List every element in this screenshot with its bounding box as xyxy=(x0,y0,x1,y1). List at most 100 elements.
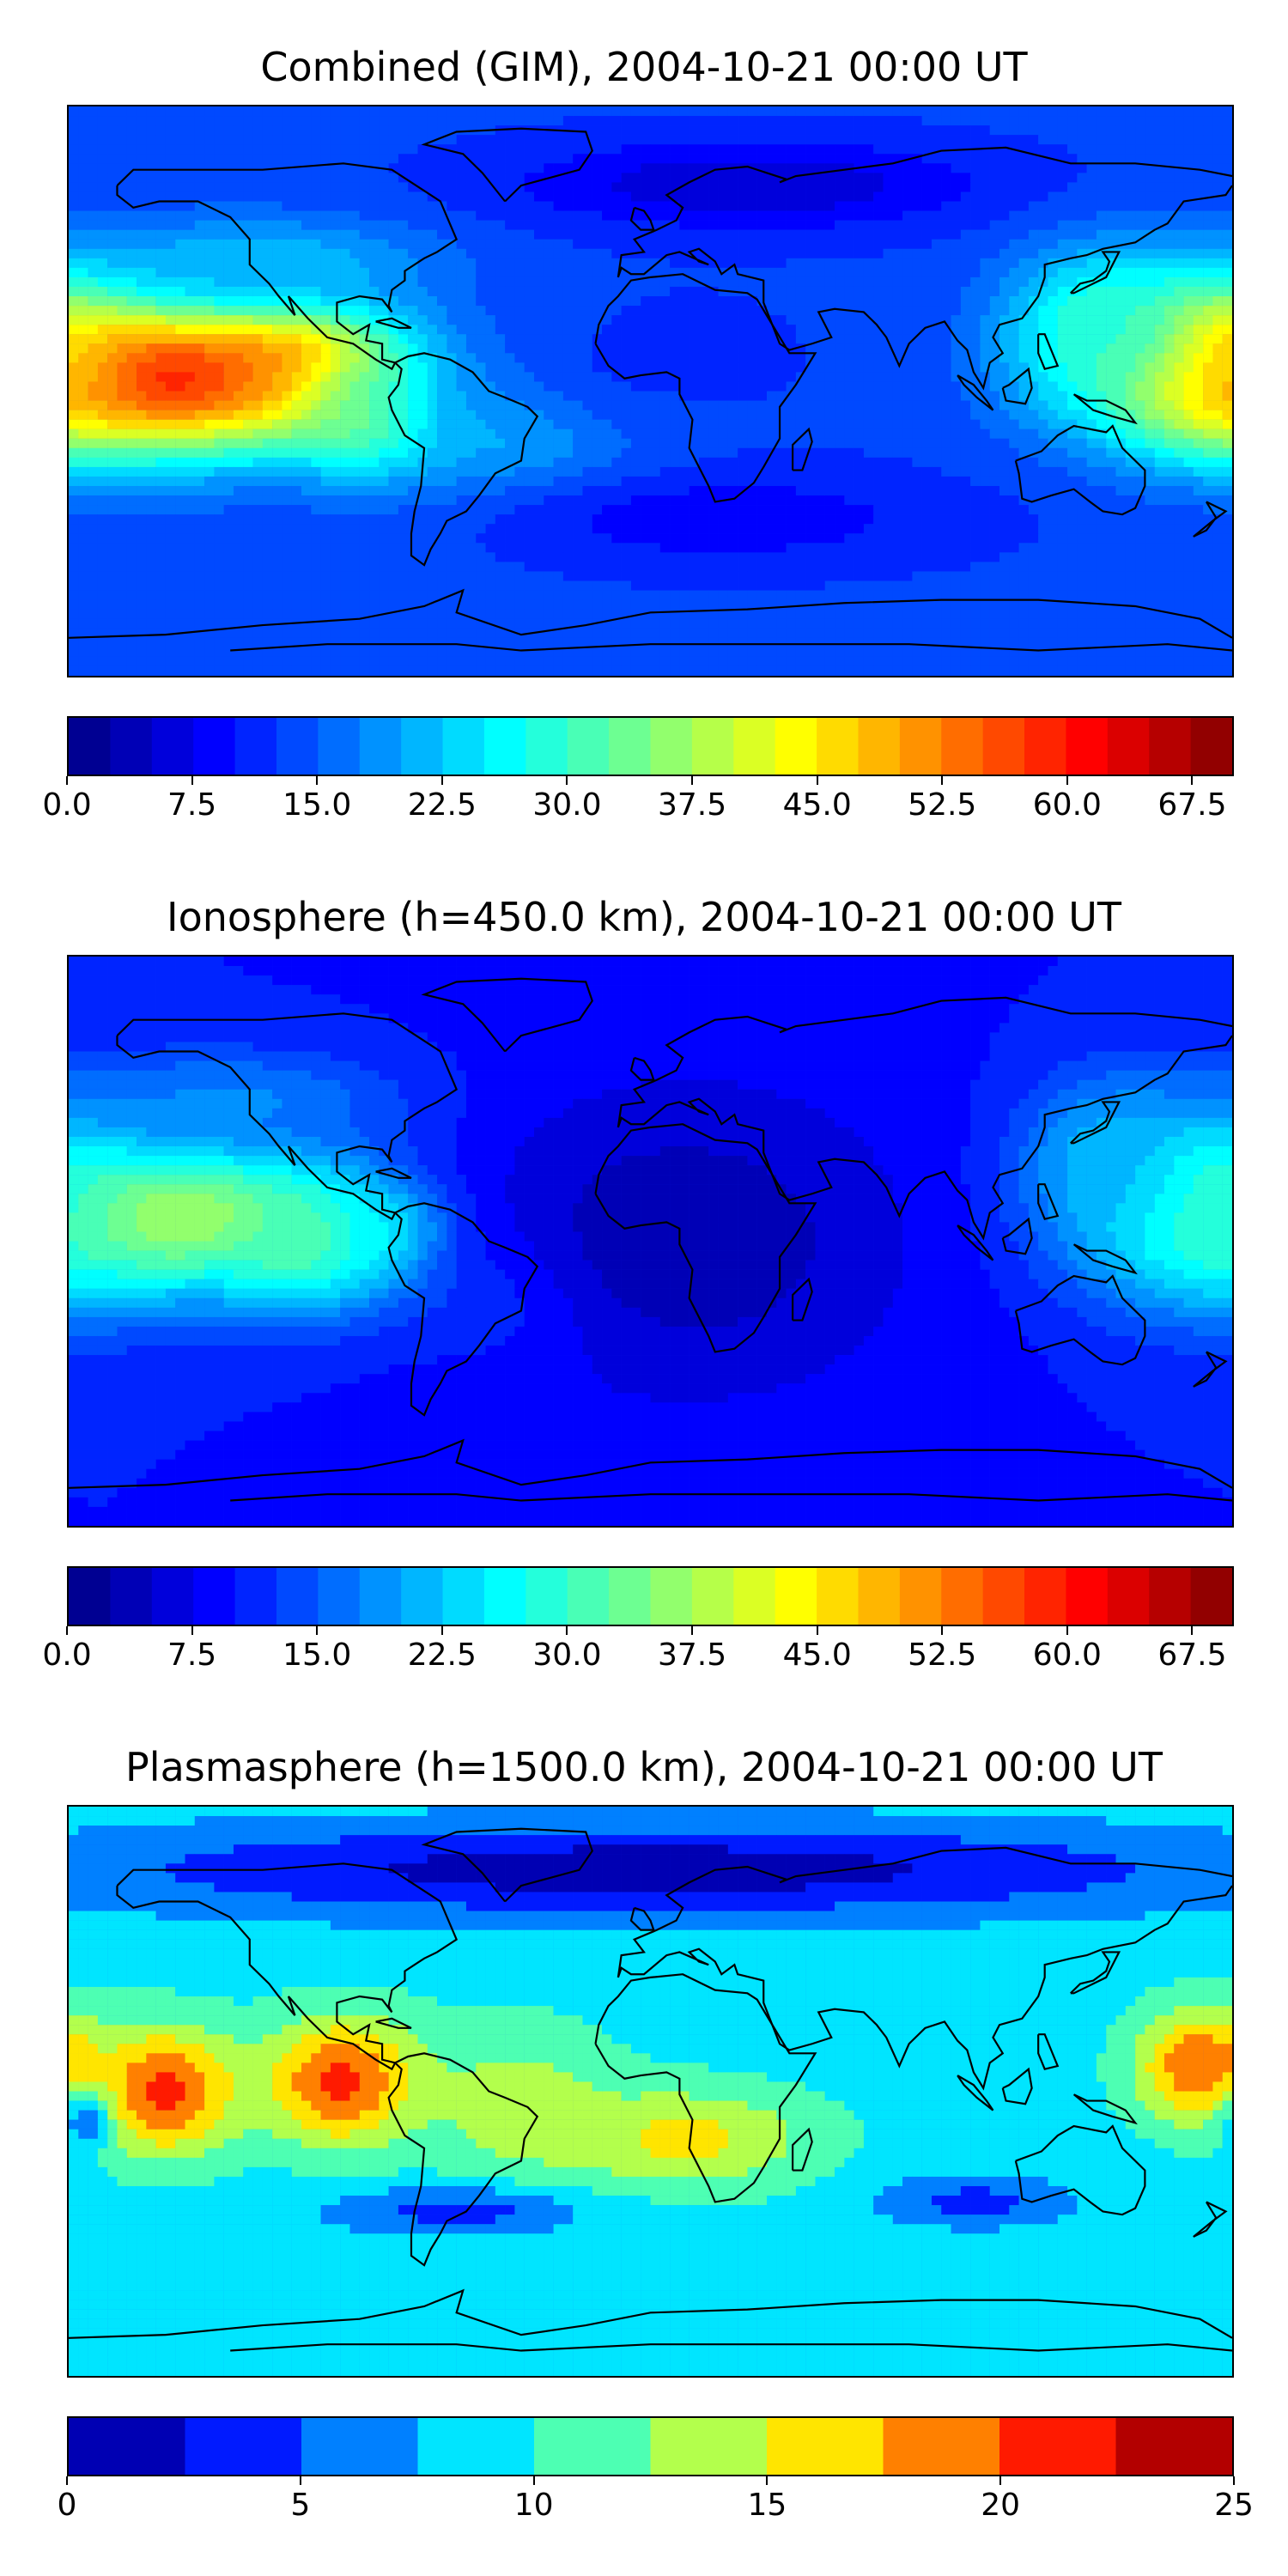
map-field-cell xyxy=(252,135,264,145)
map-field-cell xyxy=(718,201,729,211)
map-field-cell xyxy=(931,106,942,117)
map-field-cell xyxy=(854,400,865,410)
map-field-cell xyxy=(291,191,302,202)
map-field-cell xyxy=(592,210,603,221)
map-field-cell xyxy=(1135,258,1145,269)
map-field-cell xyxy=(1163,182,1175,192)
map-field-cell xyxy=(767,258,777,269)
map-field-cell xyxy=(146,486,156,496)
map-field-cell xyxy=(592,135,603,145)
map-field-cell xyxy=(854,410,865,420)
map-field-cell xyxy=(544,135,554,145)
map-field-cell xyxy=(912,286,922,297)
map-field-cell xyxy=(670,276,680,288)
map-field-cell xyxy=(921,201,933,211)
map-field-cell xyxy=(1038,400,1048,410)
map-field-cell xyxy=(78,191,88,202)
map-field-cell xyxy=(786,286,797,297)
map-field-cell xyxy=(476,457,486,468)
map-field-cell xyxy=(417,306,428,316)
map-field-cell xyxy=(553,296,564,307)
map-field-cell xyxy=(931,457,942,468)
map-field-cell xyxy=(795,248,806,258)
map-field-cell xyxy=(795,466,806,477)
map-field-cell xyxy=(301,210,312,221)
map-field-cell xyxy=(883,315,893,325)
map-field-cell xyxy=(960,135,971,145)
map-field-cell xyxy=(611,182,622,192)
map-field-cell xyxy=(252,106,264,117)
map-field-cell xyxy=(165,466,176,477)
map-field-cell xyxy=(951,296,962,307)
map-field-cell xyxy=(970,296,981,307)
map-field-cell xyxy=(1203,372,1213,382)
map-field-cell xyxy=(738,410,748,420)
map-field-cell xyxy=(204,334,215,344)
map-field-cell xyxy=(883,419,893,429)
map-field-cell xyxy=(1106,182,1116,192)
map-field-cell xyxy=(679,476,690,487)
map-field-cell xyxy=(873,419,884,429)
map-field-cell xyxy=(951,106,962,117)
map-field-cell xyxy=(738,248,748,258)
map-field-cell xyxy=(738,229,748,240)
map-field-cell xyxy=(756,267,768,278)
map-field-cell xyxy=(417,173,428,183)
map-field-cell xyxy=(146,191,156,202)
map-field-cell xyxy=(146,438,156,448)
map-field-cell xyxy=(960,116,971,126)
map-field-cell xyxy=(1183,438,1194,448)
map-field-cell xyxy=(1038,286,1048,297)
map-field-cell xyxy=(291,173,302,183)
map-field-cell xyxy=(592,267,603,278)
map-field-cell xyxy=(379,381,389,392)
map-field-cell xyxy=(1009,173,1019,183)
map-field-cell xyxy=(1145,229,1155,240)
map-field-cell xyxy=(1096,106,1107,117)
map-field-cell xyxy=(1222,201,1232,211)
map-field-cell xyxy=(369,135,380,145)
map-field-cell xyxy=(155,276,167,288)
map-field-cell xyxy=(892,239,903,249)
map-field-cell xyxy=(641,182,651,192)
map-field-cell xyxy=(262,239,273,249)
map-field-cell xyxy=(776,210,787,221)
map-field-cell xyxy=(999,296,1010,307)
map-field-cell xyxy=(1212,210,1223,221)
map-field-cell xyxy=(776,163,787,173)
map-field-cell xyxy=(427,325,438,335)
map-field-cell xyxy=(194,334,205,344)
map-field-cell xyxy=(1057,410,1068,420)
map-field-cell xyxy=(398,191,409,202)
map-field-cell xyxy=(465,201,477,211)
map-field-cell xyxy=(291,154,302,164)
map-field-cell xyxy=(921,438,933,448)
map-field-cell xyxy=(641,106,651,117)
map-field-cell xyxy=(427,144,438,155)
map-field-cell xyxy=(165,248,176,258)
map-field-cell xyxy=(970,306,981,316)
map-field-cell xyxy=(282,438,292,448)
map-field-cell xyxy=(185,191,195,202)
map-field-cell xyxy=(989,191,1000,202)
map-field-cell xyxy=(573,362,583,373)
map-field-cell xyxy=(970,154,981,164)
map-field-cell xyxy=(107,258,118,269)
map-field-cell xyxy=(1135,362,1145,373)
map-field-cell xyxy=(863,154,874,164)
map-field-cell xyxy=(97,116,108,126)
map-field-cell xyxy=(282,476,292,487)
map-field-cell xyxy=(505,438,515,448)
map-field-cell xyxy=(233,306,244,316)
map-field-cell xyxy=(738,466,748,477)
map-field-cell xyxy=(544,325,554,335)
map-field-cell xyxy=(1212,163,1223,173)
map-field-cell xyxy=(562,466,574,477)
map-field-cell xyxy=(155,135,167,145)
map-field-cell xyxy=(1018,267,1030,278)
map-field-cell xyxy=(795,438,806,448)
map-field-cell xyxy=(1135,201,1145,211)
map-field-cell xyxy=(931,248,942,258)
map-field-cell xyxy=(117,125,127,136)
map-field-cell xyxy=(767,306,777,316)
